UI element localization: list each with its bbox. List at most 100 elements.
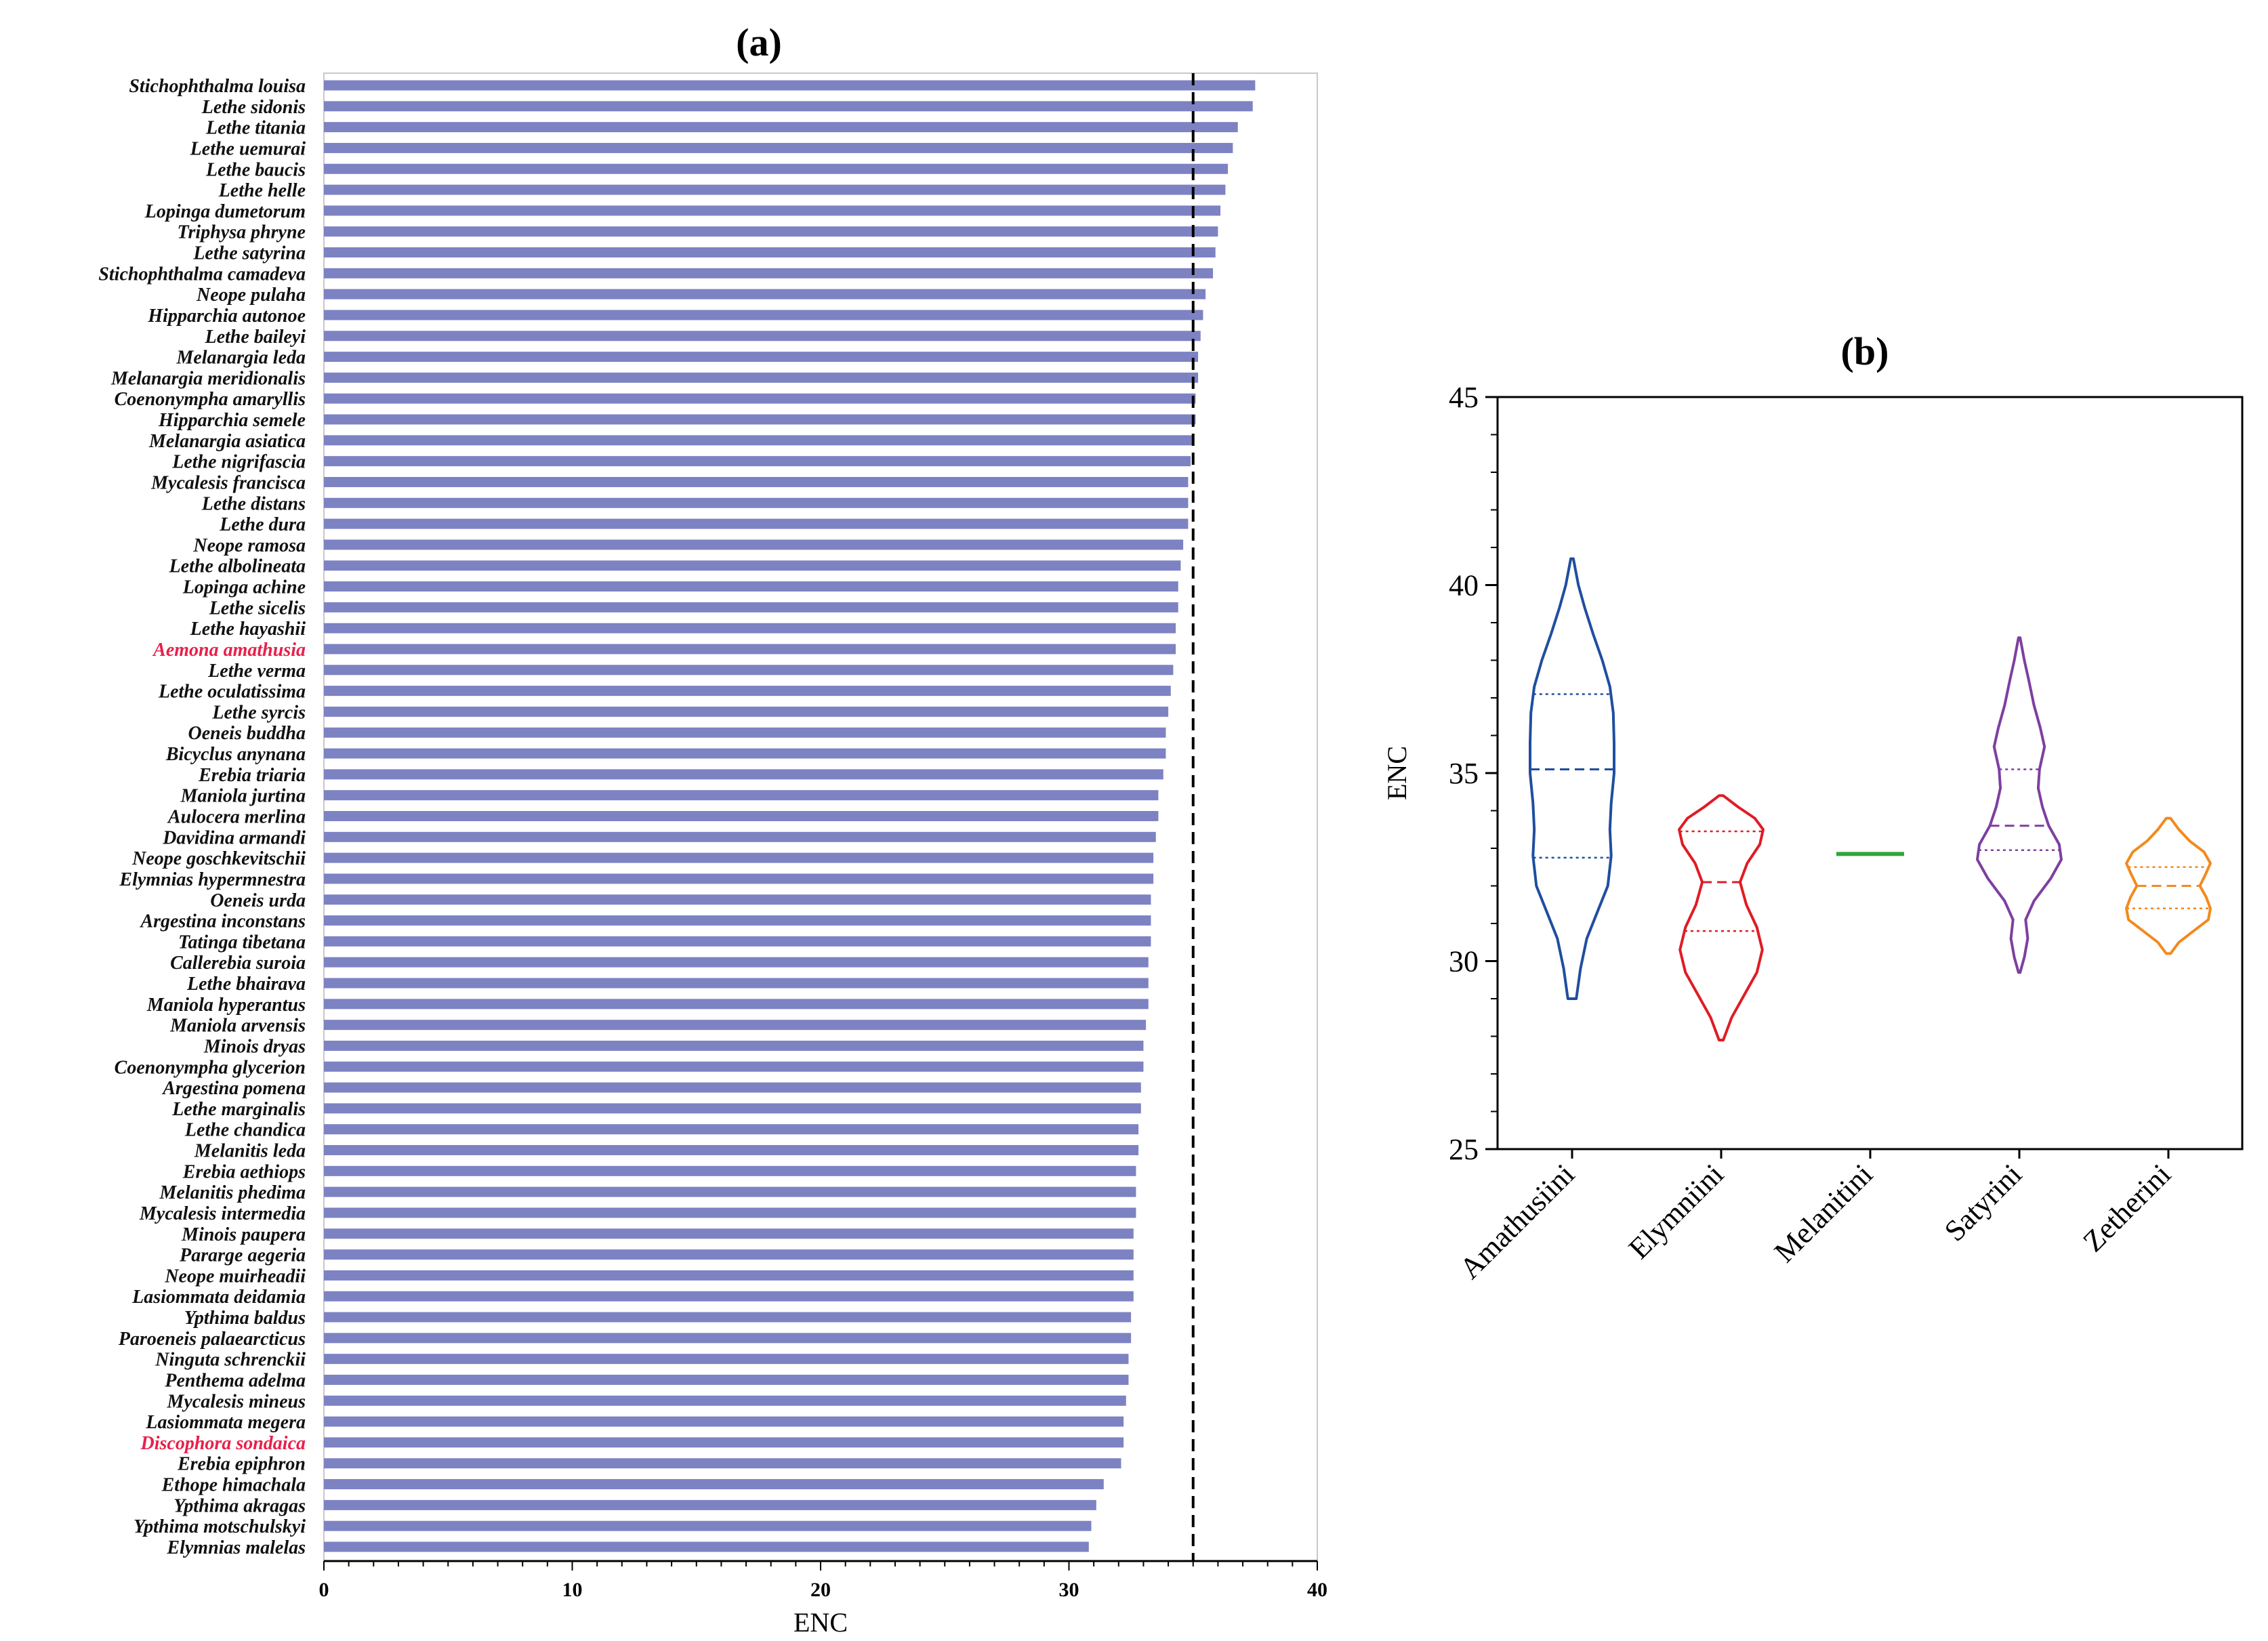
panel-b-plot-frame (1496, 396, 2244, 1150)
category-label: Lopinga dumetorum (144, 201, 306, 222)
category-label: Maniola jurtina (180, 786, 306, 807)
category-label: Lethe verma (207, 661, 306, 682)
bar-group (324, 80, 1256, 1552)
bar (324, 310, 1203, 320)
bar (324, 1395, 1126, 1406)
bar (324, 1040, 1144, 1051)
category-label: Lethe sicelis (209, 598, 306, 619)
bar (324, 1437, 1124, 1448)
category-label: Oeneis urda (210, 890, 306, 911)
category-label: Hipparchia semele (158, 410, 306, 431)
category-label: Aulocera merlina (167, 807, 306, 828)
bar (324, 623, 1176, 633)
bar (324, 1145, 1139, 1156)
category-label: Pararge aegeria (179, 1245, 306, 1266)
y-tick-label: 35 (1449, 757, 1479, 790)
category-label: Coenonympha glycerion (115, 1057, 306, 1078)
bar (324, 247, 1216, 258)
category-label: Elymnias hypermnestra (119, 869, 306, 890)
bar (324, 1103, 1141, 1114)
violin-elymniini (1678, 794, 1765, 1042)
category-label: Melanitis phedima (159, 1182, 306, 1203)
category-label: Erebia aethiops (182, 1161, 306, 1182)
bar (324, 1458, 1121, 1469)
bar (324, 894, 1151, 905)
bar (324, 1124, 1139, 1135)
x-axis-group-labels: Amathusiini Elymniini Melanitini Satyrini Ze… (1453, 1149, 2177, 1285)
bar (324, 142, 1233, 153)
category-label: Lethe baileyi (204, 327, 306, 348)
y-tick-label: 25 (1449, 1133, 1479, 1166)
category-label: Melanargia asiatica (148, 431, 306, 452)
panel-b-title: (b) (1841, 329, 1889, 373)
category-label: Lethe syrcis (211, 702, 306, 723)
category-label: Melanargia meridionalis (110, 368, 306, 389)
bar (324, 1249, 1134, 1260)
x-axis-ticks: 0 10 20 30 40 (319, 1561, 1327, 1601)
category-label: Ypthima motschulskyi (133, 1516, 306, 1537)
bar (324, 999, 1149, 1010)
y-axis-title: ENC (1382, 746, 1412, 800)
bar (324, 852, 1154, 863)
x-group-label: Elymniini (1622, 1157, 1730, 1265)
x-tick-label: 40 (1307, 1579, 1327, 1601)
x-axis-title: ENC (793, 1607, 848, 1638)
category-label: Hipparchia autonoe (147, 306, 306, 327)
bar (324, 790, 1159, 801)
category-label: Ypthima akragas (173, 1495, 306, 1516)
bar (324, 1312, 1132, 1323)
category-label: Argestina pomena (161, 1078, 306, 1099)
bar (324, 1333, 1132, 1344)
bar (324, 372, 1199, 383)
bar (324, 686, 1171, 697)
category-label: Penthema adelma (164, 1370, 306, 1391)
category-label: Lethe sidonis (201, 97, 306, 118)
bar (324, 1061, 1144, 1072)
bar (324, 1416, 1124, 1427)
violin-outline (1976, 636, 2063, 974)
x-tick-label: 10 (562, 1579, 583, 1601)
bar (324, 518, 1189, 529)
category-label: Paroeneis palaearcticus (118, 1329, 306, 1350)
category-label: Lethe dura (219, 514, 306, 535)
category-label: Aemona amathusia (152, 640, 306, 661)
violin-satyrini (1976, 636, 2063, 974)
bar (324, 226, 1218, 237)
bar (324, 539, 1184, 550)
bar (324, 352, 1199, 362)
category-label: Ypthima baldus (184, 1308, 306, 1329)
bar (324, 1520, 1092, 1531)
category-label: Coenonympha amaryllis (115, 389, 306, 410)
category-label: Lethe chandica (184, 1120, 306, 1141)
bar (324, 435, 1193, 446)
bar (324, 602, 1178, 612)
bar (324, 831, 1156, 842)
bar (324, 957, 1149, 968)
bar (324, 101, 1253, 112)
x-group-label: Melanitini (1768, 1157, 1879, 1268)
x-group-label: Amathusiini (1453, 1157, 1581, 1285)
violin-zetherini (2125, 816, 2212, 955)
category-label: Mycalesis mineus (166, 1391, 306, 1412)
bar (324, 706, 1169, 717)
category-label: Lethe albolineata (169, 556, 306, 577)
bar (324, 769, 1163, 780)
bar (324, 936, 1151, 947)
category-label: Lethe bhairava (186, 974, 306, 995)
bar (324, 665, 1174, 676)
bar (324, 748, 1166, 759)
bar (324, 1020, 1147, 1031)
bar (324, 1291, 1134, 1302)
x-tick-label: 0 (319, 1579, 329, 1601)
category-label: Lethe uemurai (190, 138, 306, 159)
category-label: Oeneis buddha (188, 723, 306, 744)
bar (324, 1207, 1136, 1218)
category-label: Lopinga achine (182, 577, 306, 598)
category-label: Lethe distans (201, 493, 306, 514)
category-label: Stichophthalma louisa (129, 76, 306, 97)
bar (324, 1082, 1141, 1093)
bar (324, 331, 1201, 341)
category-label: Erebia epiphron (177, 1454, 306, 1475)
